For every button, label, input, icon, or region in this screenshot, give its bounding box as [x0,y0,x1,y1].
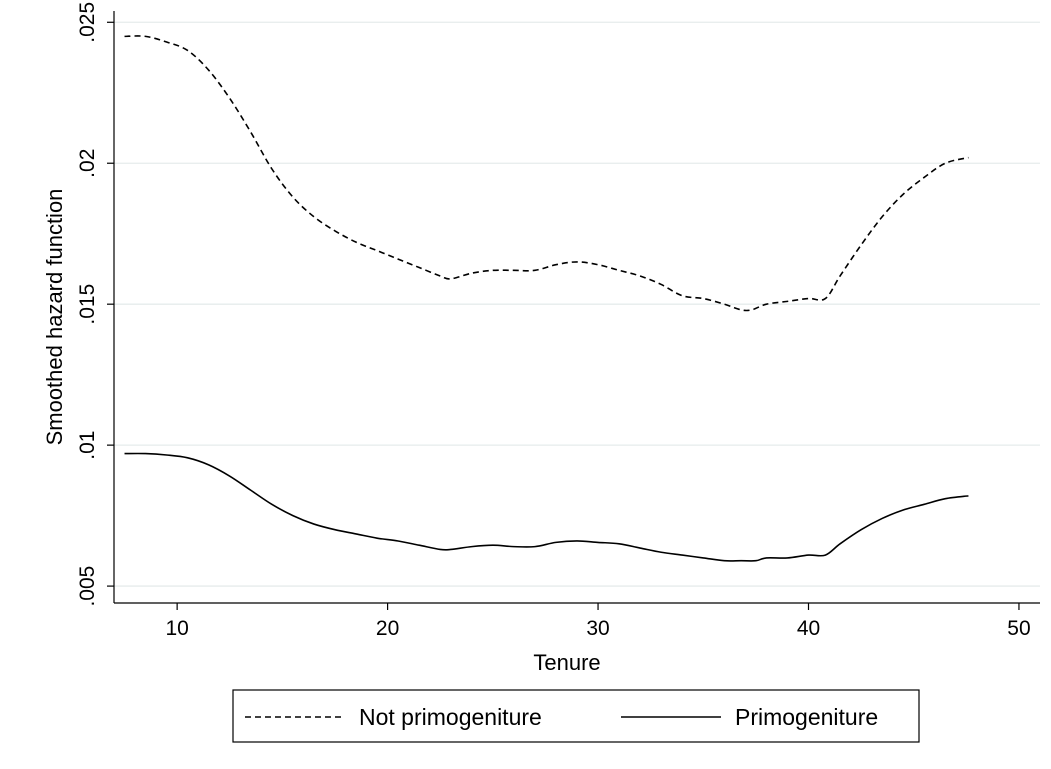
x-tick-label: 30 [586,617,609,640]
x-tick-label: 20 [376,617,399,640]
legend-label-primogeniture: Primogeniture [735,704,878,730]
x-tick-label: 50 [1007,617,1030,640]
y-tick-label: .02 [76,149,99,178]
legend-label-not-primogeniture: Not primogeniture [359,704,542,730]
x-tick-label: 40 [797,617,820,640]
y-tick-label: .01 [76,431,99,460]
series-lines [124,35,969,562]
y-axis-title: Smoothed hazard function [42,189,67,446]
x-tick-label: 10 [165,617,188,640]
y-tick-label: .015 [76,284,99,325]
series-line-not-primogeniture [124,35,969,312]
y-tick-label: .005 [76,566,99,607]
x-axis-title: Tenure [533,650,600,675]
y-tick-label: .025 [76,2,99,43]
series-line-primogeniture [124,452,969,562]
legend: Not primogeniture Primogeniture [232,689,920,743]
axes: .005 .01 .015 .02 .025 10 20 30 40 50 [76,2,1040,640]
legend-box [232,689,920,743]
